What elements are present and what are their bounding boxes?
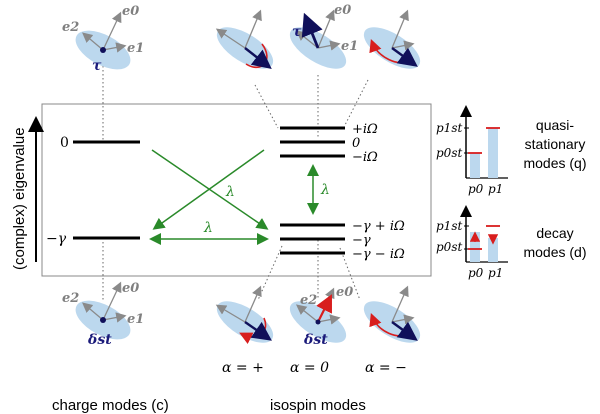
e2-label: e2 xyxy=(62,291,79,306)
delta-st-label-isospin: δst xyxy=(303,332,328,348)
lambda-label-cross: λ xyxy=(225,184,235,200)
axis-label: (complex) eigenvalue xyxy=(11,127,28,270)
p0st-label: p0st xyxy=(436,240,462,254)
e1-label: e1 xyxy=(127,41,144,56)
isospin-label-gamma-plus: −γ + iΩ xyxy=(352,219,405,234)
p0-label: p0 xyxy=(468,182,484,196)
decay-line1: decay xyxy=(536,225,573,241)
alpha-zero-label: α = 0 xyxy=(290,360,329,376)
isospin-label-minus: −iΩ xyxy=(352,150,378,165)
isospin-label-zero: 0 xyxy=(352,136,360,151)
charge-label-gamma: −γ xyxy=(46,231,67,247)
p1-label: p1 xyxy=(488,182,503,196)
coupling-arrow-up xyxy=(152,149,265,230)
isospin-glyph-top-zero: e0 e1 τ xyxy=(289,3,358,69)
p1-label: p1 xyxy=(488,266,503,280)
tau-label-isospin: τ xyxy=(292,24,302,40)
charge-label-0: 0 xyxy=(60,135,69,151)
guide-lines xyxy=(102,62,369,301)
inset-quasi-stationary: p1st p0st p0 p1 quasi- stationary modes … xyxy=(436,105,587,196)
isospin-glyph-bottom-minus xyxy=(363,285,421,343)
spectrum-frame xyxy=(41,103,432,277)
e0-label: e0 xyxy=(334,3,351,18)
e0-label: e0 xyxy=(336,285,353,300)
charge-mode-glyph-bottom: e0 e1 e2 δst xyxy=(62,281,144,348)
isospin-label-gamma-minus: −γ − iΩ xyxy=(352,247,405,262)
delta-st-label: δst xyxy=(87,332,112,348)
isospin-glyph-top-minus xyxy=(363,9,421,69)
quasi-line1: quasi- xyxy=(536,117,574,133)
inset-decay: p1st p0st p0 p1 decay modes (d) xyxy=(436,205,587,280)
charge-mode-glyph-top: e0 e1 e2 τ xyxy=(62,4,144,74)
alpha-minus-label: α = − xyxy=(365,360,407,376)
p0st-label: p0st xyxy=(436,146,462,160)
isospin-glyph-bottom-zero: e2 e0 δst xyxy=(289,285,353,348)
quasi-line2: stationary xyxy=(525,136,586,152)
alpha-plus-label: α = + xyxy=(222,360,264,376)
p1st-label: p1st xyxy=(436,219,462,233)
p1st-label: p1st xyxy=(436,121,462,135)
isospin-glyph-bottom-plus xyxy=(215,285,274,345)
e1-label: e1 xyxy=(341,39,358,54)
p0-label: p0 xyxy=(468,266,484,280)
e0-label: e0 xyxy=(122,281,139,296)
isospin-caption: isospin modes xyxy=(270,397,366,414)
decay-line2: modes (d) xyxy=(523,244,586,260)
e2-label: e2 xyxy=(62,20,79,35)
e1-label: e1 xyxy=(127,312,144,327)
lambda-label-horizontal: λ xyxy=(203,220,213,236)
lambda-label-vertical: λ xyxy=(320,182,330,198)
isospin-glyph-top-plus xyxy=(215,9,274,69)
isospin-label-gamma: −γ xyxy=(352,233,371,248)
e0-label: e0 xyxy=(122,4,139,19)
e2-label: e2 xyxy=(300,293,317,308)
isospin-label-plus: +iΩ xyxy=(352,122,378,137)
tau-label: τ xyxy=(92,58,102,74)
quasi-line3: modes (q) xyxy=(523,155,586,171)
charge-caption: charge modes (c) xyxy=(52,397,169,414)
